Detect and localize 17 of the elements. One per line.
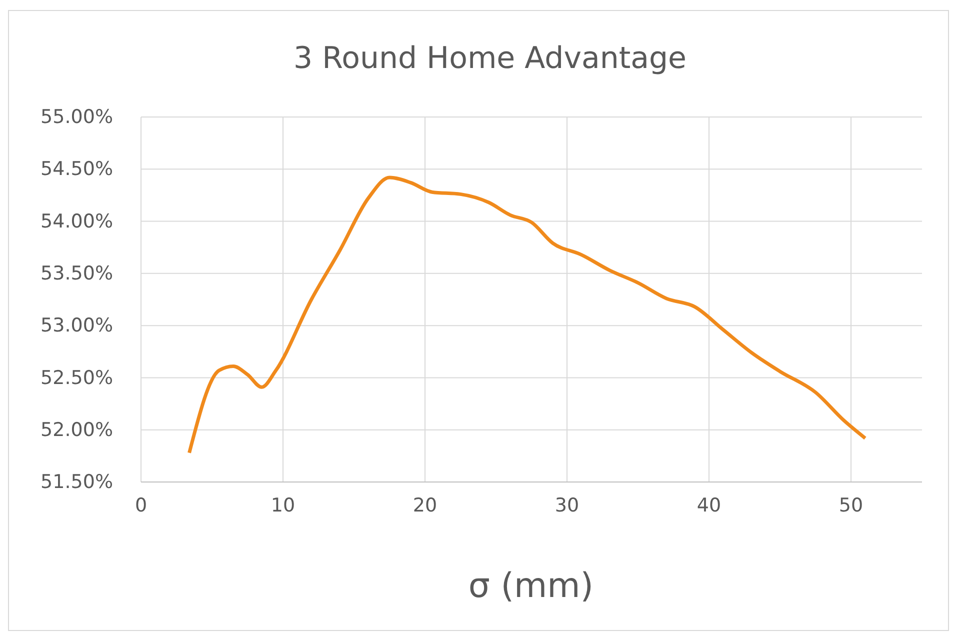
x-tick-label: 10	[270, 494, 296, 516]
y-tick-label: 52.00%	[40, 418, 113, 441]
line-series	[188, 176, 867, 455]
y-tick-label: 55.00%	[40, 106, 113, 128]
y-tick-label: 51.50%	[40, 471, 113, 494]
x-tick-label: 30	[554, 494, 580, 516]
x-tick-label: 0	[134, 494, 148, 516]
x-tick-label: 20	[412, 494, 438, 516]
y-tick-label: 53.50%	[40, 262, 113, 285]
y-tick-label: 52.50%	[40, 366, 113, 389]
y-tick-label: 53.00%	[40, 314, 113, 337]
y-tick-label: 54.50%	[40, 158, 113, 180]
x-axis-title: σ (mm)	[468, 566, 594, 606]
x-tick-label: 40	[696, 494, 722, 516]
chart-title: 3 Round Home Advantage	[293, 41, 687, 76]
y-tick-label: 54.00%	[40, 210, 113, 232]
x-tick-label: 50	[838, 494, 864, 516]
